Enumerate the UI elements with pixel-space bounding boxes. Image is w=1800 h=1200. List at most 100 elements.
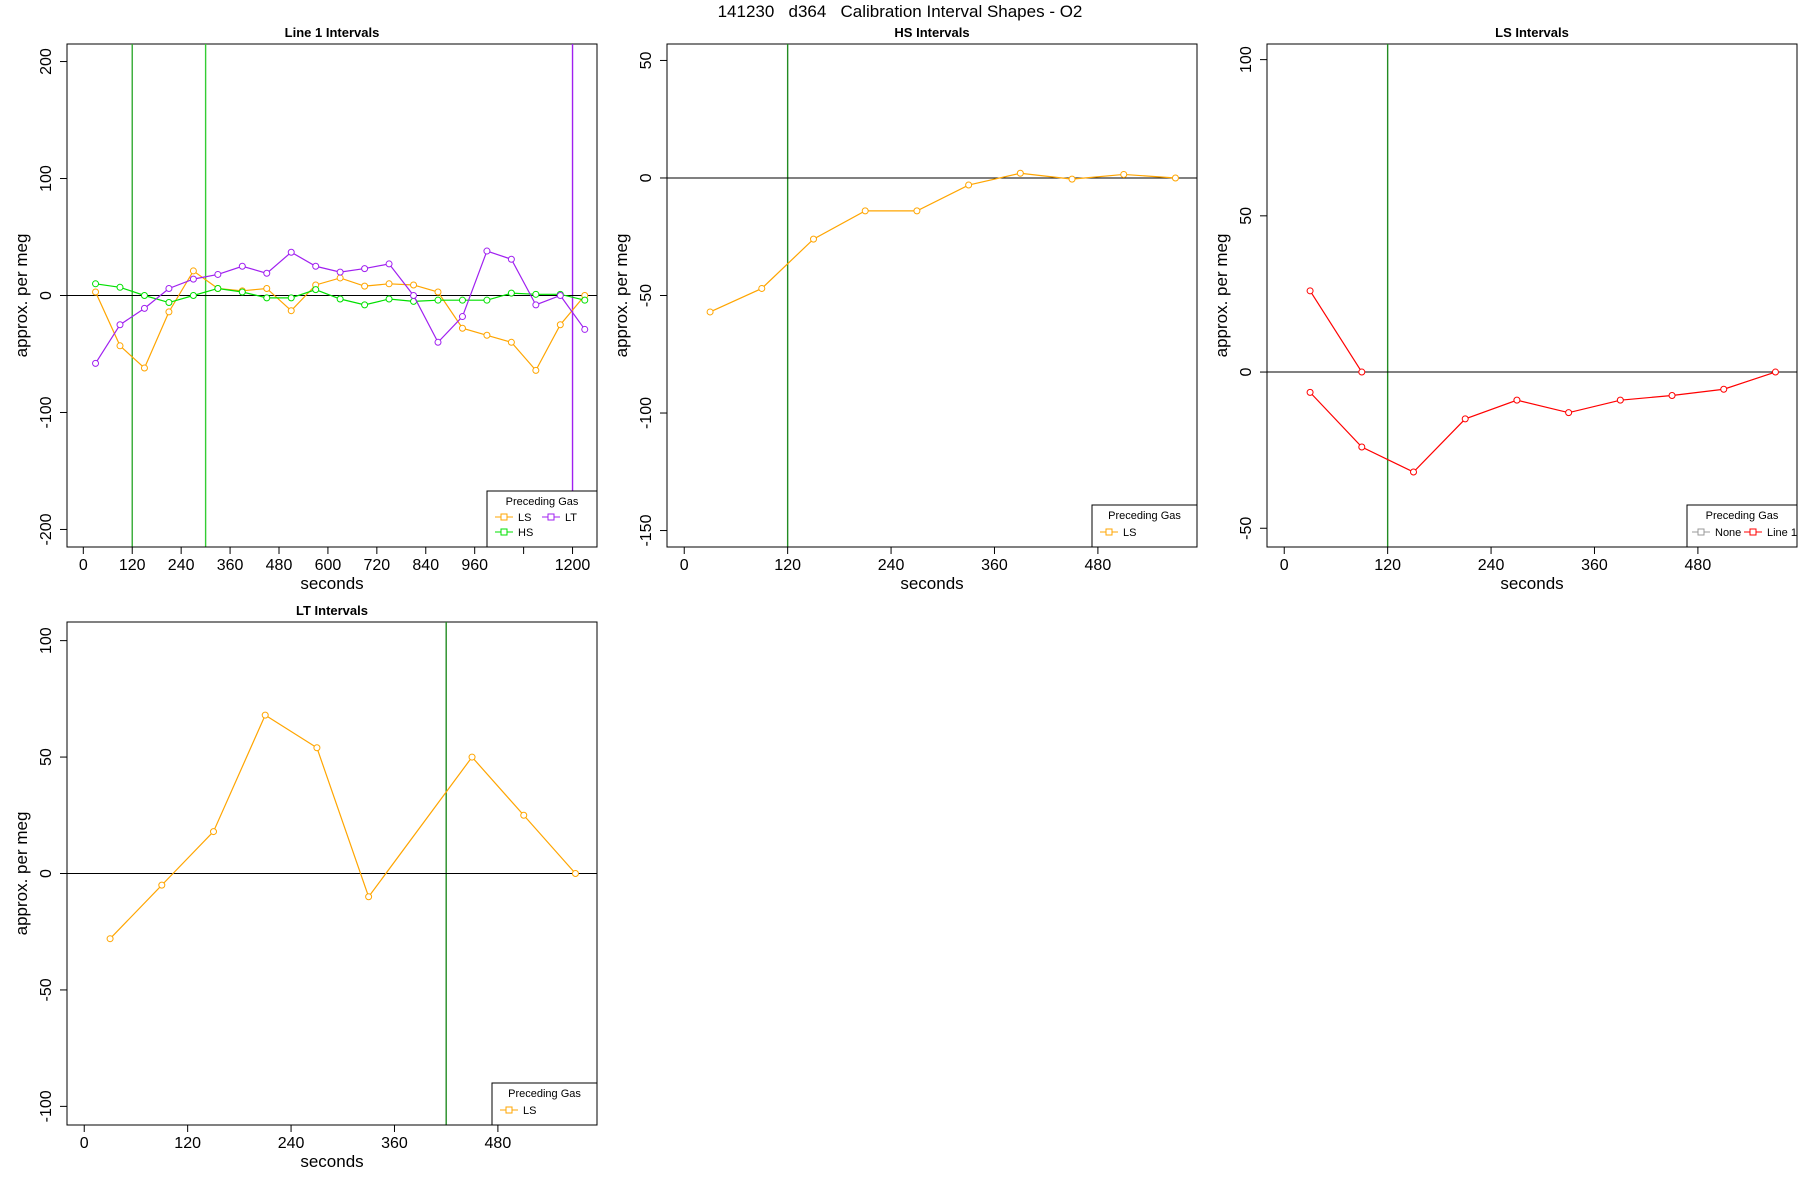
data-point [116, 321, 124, 329]
y-axis-label: approx. per meg [1212, 234, 1231, 358]
data-point [263, 294, 271, 302]
series-line [95, 250, 586, 364]
data-point [361, 282, 369, 290]
data-point [810, 235, 818, 243]
data-point [361, 265, 369, 273]
data-point [261, 711, 269, 719]
data-point [1120, 170, 1128, 178]
data-point [507, 255, 515, 263]
data-point [165, 299, 173, 307]
x-axis-label: seconds [300, 1152, 363, 1170]
y-tick-label: -50 [1238, 517, 1255, 540]
data-point [263, 284, 271, 292]
data-point [312, 286, 320, 294]
data-point [140, 304, 148, 312]
data-point [556, 321, 564, 329]
data-point [140, 292, 148, 299]
y-tick-label: -100 [38, 396, 55, 428]
y-tick-label: 0 [638, 173, 655, 182]
data-point [965, 181, 973, 189]
legend-entry-none: None [1715, 527, 1741, 539]
series-line [1309, 371, 1776, 473]
lt-intervals-chart: LT Intervals 0 120 240 360 480 seconds -100 -50 0… [12, 603, 598, 1170]
x-tick-label: 0 [1280, 557, 1289, 574]
x-tick-label: 120 [1374, 557, 1401, 574]
legend-title: Preceding Gas [1108, 510, 1181, 522]
data-point [1461, 415, 1469, 423]
data-point [483, 296, 491, 304]
data-point [434, 338, 442, 346]
data-point [287, 294, 295, 302]
legend-swatch-marker [1697, 528, 1705, 536]
data-point [287, 307, 295, 315]
legend-swatch-marker [500, 528, 508, 536]
x-tick-label: 240 [168, 557, 195, 574]
data-point [336, 274, 344, 282]
data-point [116, 283, 124, 291]
data-point [1616, 396, 1624, 404]
data-point [189, 275, 197, 283]
x-tick-label: 240 [1478, 557, 1505, 574]
data-point [581, 325, 589, 333]
data-point [1513, 396, 1521, 404]
x-tick-label: 240 [878, 557, 905, 574]
x-tick-label: 0 [79, 557, 88, 574]
data-point [287, 248, 295, 256]
data-point [571, 870, 579, 877]
data-point [336, 268, 344, 276]
data-point [1016, 169, 1024, 177]
data-point [312, 262, 320, 270]
data-point [214, 284, 222, 292]
data-point [106, 935, 114, 943]
data-point [458, 296, 466, 304]
line1-intervals-chart: Line 1 Intervals 0 120 240 360 480 600 720 840 96… [12, 25, 598, 592]
x-tick-label: 120 [774, 557, 801, 574]
data-point [1358, 443, 1366, 451]
x-tick-label: 360 [217, 557, 244, 574]
legend-box [491, 1082, 598, 1126]
data-point [214, 270, 222, 278]
y-tick-label: -150 [638, 514, 655, 546]
legend-swatch-marker [505, 1106, 513, 1114]
data-point [458, 324, 466, 332]
x-axis-label: seconds [900, 574, 963, 592]
y-tick-label: 0 [1238, 367, 1255, 376]
data-point [165, 308, 173, 316]
legend-swatch-marker [1749, 528, 1757, 536]
page-title: 141230 d364 Calibration Interval Shapes … [717, 2, 1083, 21]
legend: Preceding Gas LS [491, 1082, 598, 1126]
data-point [1358, 368, 1366, 376]
data-point [313, 744, 321, 752]
data-point [1720, 385, 1728, 393]
data-point [361, 301, 369, 309]
legend-title: Preceding Gas [508, 1088, 581, 1100]
data-point [92, 288, 100, 296]
y-axis-label: approx. per meg [12, 812, 31, 936]
series-hs [92, 280, 589, 309]
x-tick-label: 1200 [555, 557, 591, 574]
x-tick-label: 120 [119, 557, 146, 574]
y-tick-label: 200 [38, 48, 55, 75]
series-ls [92, 267, 589, 374]
ls-intervals-chart: LS Intervals 0 120 240 360 480 seconds -50 0 50 10… [1212, 25, 1798, 592]
data-point [385, 260, 393, 268]
data-point [1565, 409, 1573, 417]
data-point [410, 281, 418, 289]
y-tick-label: -100 [38, 1090, 55, 1122]
legend-box [1686, 504, 1798, 548]
data-point [385, 280, 393, 288]
data-point [1171, 174, 1179, 182]
y-tick-label: -50 [38, 978, 55, 1001]
legend-entry-ls: LS [523, 1105, 536, 1117]
legend: Preceding Gas LS [1091, 504, 1198, 548]
series-lt [92, 247, 589, 367]
hs-intervals-chart: HS Intervals 0 120 240 360 480 seconds -150 -100… [612, 25, 1198, 592]
chart-title: LT Intervals [296, 603, 368, 618]
data-point [507, 289, 515, 297]
data-point [165, 284, 173, 292]
legend-entry-line-1: Line 1 [1767, 527, 1797, 539]
data-point [532, 290, 540, 298]
legend-swatch-marker [500, 513, 508, 521]
chart-title: LS Intervals [1495, 25, 1569, 40]
x-tick-label: 0 [80, 1135, 89, 1152]
